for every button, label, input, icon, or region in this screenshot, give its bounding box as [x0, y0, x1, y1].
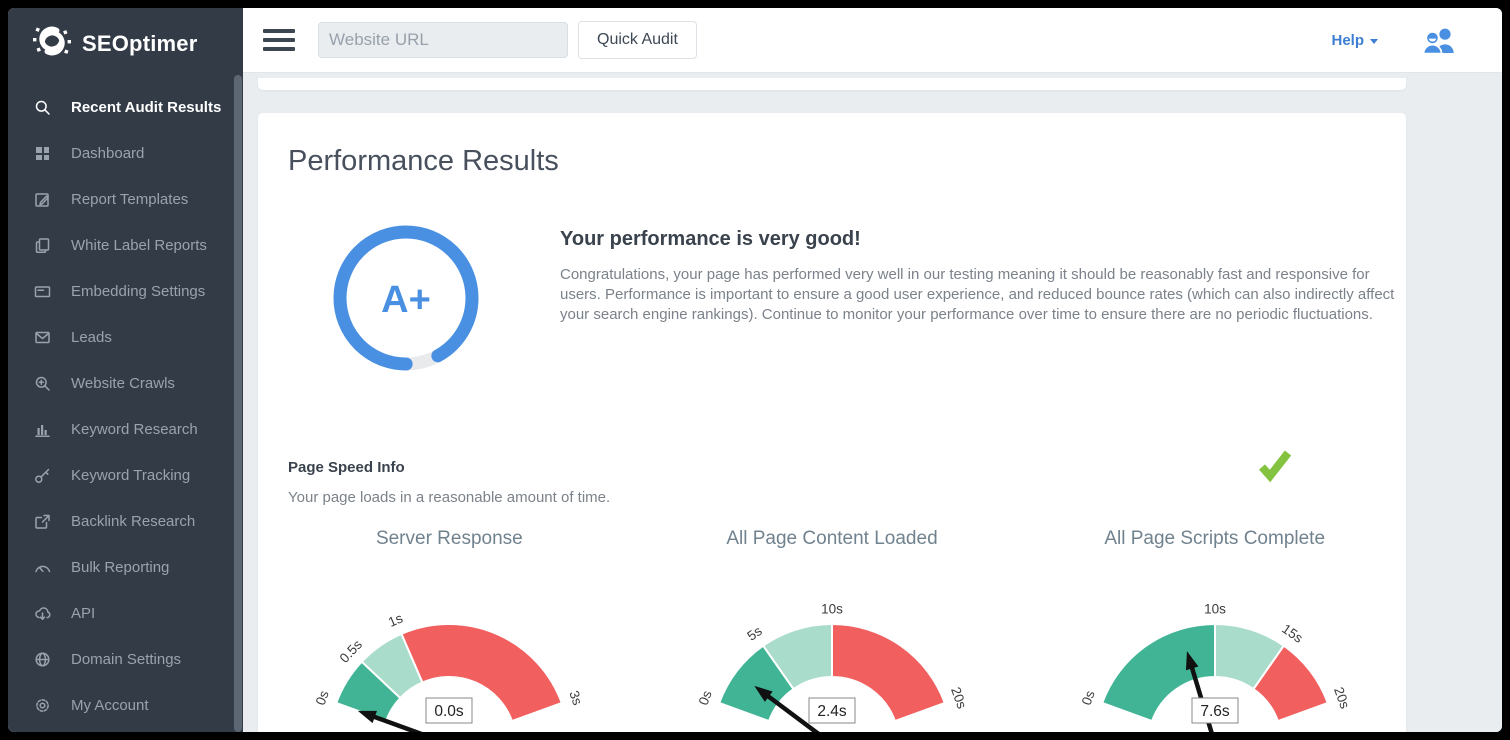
dashboard-icon	[34, 145, 54, 162]
edit-icon	[34, 191, 54, 208]
hamburger-menu-icon[interactable]	[263, 29, 295, 51]
sidebar-item-label: Backlink Research	[71, 512, 196, 530]
gear-icon	[34, 697, 54, 714]
page-title: Performance Results	[288, 145, 559, 177]
sidebar-item-backlink-research[interactable]: Backlink Research	[8, 498, 233, 544]
gauge-title: All Page Scripts Complete	[1104, 528, 1326, 549]
performance-results-card: Performance Results A+ Your performance …	[258, 113, 1406, 732]
svg-text:0s: 0s	[1078, 688, 1097, 707]
app-window: SEOptimer Recent Audit Results Dashboard R…	[8, 8, 1502, 732]
gauge-value-label: 0.0s	[435, 703, 465, 720]
help-dropdown[interactable]: Help	[1331, 32, 1378, 49]
key-icon	[34, 467, 54, 484]
seoptimer-logo-icon	[32, 23, 72, 64]
sidebar-item-dashboard[interactable]: Dashboard	[8, 130, 233, 176]
gauge-2: All Page Scripts Complete 0s 10s 15s 20s 7.6s	[1023, 522, 1406, 732]
gauge-value-label: 2.4s	[817, 703, 847, 720]
zoom-in-icon	[34, 375, 54, 392]
gauge-value-label: 7.6s	[1200, 703, 1230, 720]
gauge-1: All Page Content Loaded 0s 5s 10s 20s 2.4s	[641, 522, 1024, 732]
sidebar-item-website-crawls[interactable]: Website Crawls	[8, 360, 233, 406]
svg-text:0s: 0s	[696, 688, 715, 707]
performance-headline: Your performance is very good!	[560, 228, 861, 250]
sidebar-item-api[interactable]: API	[8, 590, 233, 636]
sidebar: SEOptimer Recent Audit Results Dashboard R…	[8, 8, 233, 732]
svg-text:10s: 10s	[1204, 602, 1226, 617]
gauge-title: All Page Content Loaded	[726, 528, 938, 549]
sidebar-item-label: API	[71, 604, 96, 622]
sidebar-item-domain-settings[interactable]: Domain Settings	[8, 636, 233, 682]
svg-text:10s: 10s	[821, 602, 843, 617]
sidebar-item-keyword-tracking[interactable]: Keyword Tracking	[8, 452, 233, 498]
pages-icon	[34, 237, 54, 254]
globe-icon	[34, 651, 54, 668]
sidebar-item-label: Website Crawls	[71, 374, 175, 392]
sidebar-item-label: Bulk Reporting	[71, 558, 170, 576]
svg-text:20s: 20s	[948, 685, 970, 711]
sidebar-scrollbar	[233, 8, 243, 732]
svg-text:5s: 5s	[744, 623, 764, 644]
sidebar-item-my-account[interactable]: My Account	[8, 682, 233, 728]
page-speed-info-subtitle: Your page loads in a reasonable amount o…	[288, 489, 611, 506]
grade-ring: A+	[328, 220, 488, 381]
envelope-icon	[34, 329, 54, 346]
sidebar-menu: Recent Audit Results Dashboard Report Temp…	[8, 84, 233, 728]
logo-text: SEOptimer	[82, 30, 198, 56]
sidebar-item-label: Report Templates	[71, 190, 189, 208]
external-link-icon	[34, 513, 54, 530]
svg-text:15s: 15s	[1279, 621, 1306, 646]
sidebar-item-label: White Label Reports	[71, 236, 207, 254]
svg-text:20s: 20s	[1331, 685, 1353, 711]
sidebar-item-label: My Account	[71, 696, 149, 714]
sidebar-item-recent-audit-results[interactable]: Recent Audit Results	[8, 84, 233, 130]
cloud-download-icon	[34, 605, 54, 622]
logo[interactable]: SEOptimer	[8, 8, 233, 76]
sidebar-scrollbar-thumb[interactable]	[234, 75, 242, 732]
check-icon	[1256, 447, 1294, 488]
gauges-row: Server Response 0s 0.5s 1s 3s 0.0s All Page Co…	[258, 522, 1406, 732]
help-label: Help	[1331, 31, 1364, 49]
svg-text:3s: 3s	[567, 689, 586, 708]
quick-audit-button[interactable]: Quick Audit	[578, 21, 697, 59]
sidebar-item-keyword-research[interactable]: Keyword Research	[8, 406, 233, 452]
previous-card-bottom	[258, 78, 1406, 90]
gauge-title: Server Response	[375, 528, 523, 549]
performance-description: Congratulations, your page has performed…	[560, 266, 1395, 323]
sidebar-item-label: Domain Settings	[71, 650, 182, 668]
sidebar-item-label: Leads	[71, 328, 112, 346]
embed-card-icon	[34, 283, 54, 300]
sidebar-item-embedding-settings[interactable]: Embedding Settings	[8, 268, 233, 314]
sidebar-item-leads[interactable]: Leads	[8, 314, 233, 360]
bar-chart-icon	[34, 421, 54, 438]
speedometer-icon	[34, 559, 54, 576]
sidebar-item-bulk-reporting[interactable]: Bulk Reporting	[8, 544, 233, 590]
sidebar-item-label: Dashboard	[71, 144, 145, 162]
chevron-down-icon	[1370, 38, 1378, 44]
users-icon[interactable]	[1422, 27, 1456, 54]
topbar: Quick Audit Help	[243, 8, 1502, 73]
content-area: Performance Results A+ Your performance …	[243, 73, 1502, 732]
website-url-input[interactable]	[318, 22, 568, 58]
gauge-0: Server Response 0s 0.5s 1s 3s 0.0s	[258, 522, 641, 732]
sidebar-item-report-templates[interactable]: Report Templates	[8, 176, 233, 222]
grade-letter: A+	[381, 279, 431, 321]
sidebar-item-label: Keyword Research	[71, 420, 198, 438]
svg-text:1s: 1s	[386, 610, 405, 630]
sidebar-item-label: Embedding Settings	[71, 282, 206, 300]
svg-text:0s: 0s	[313, 688, 332, 707]
page-speed-info-title: Page Speed Info	[288, 459, 405, 476]
sidebar-item-label: Recent Audit Results	[71, 98, 222, 116]
sidebar-item-label: Keyword Tracking	[71, 466, 191, 484]
search-icon	[34, 99, 54, 116]
sidebar-item-white-label-reports[interactable]: White Label Reports	[8, 222, 233, 268]
main-area: Quick Audit Help	[243, 8, 1502, 732]
